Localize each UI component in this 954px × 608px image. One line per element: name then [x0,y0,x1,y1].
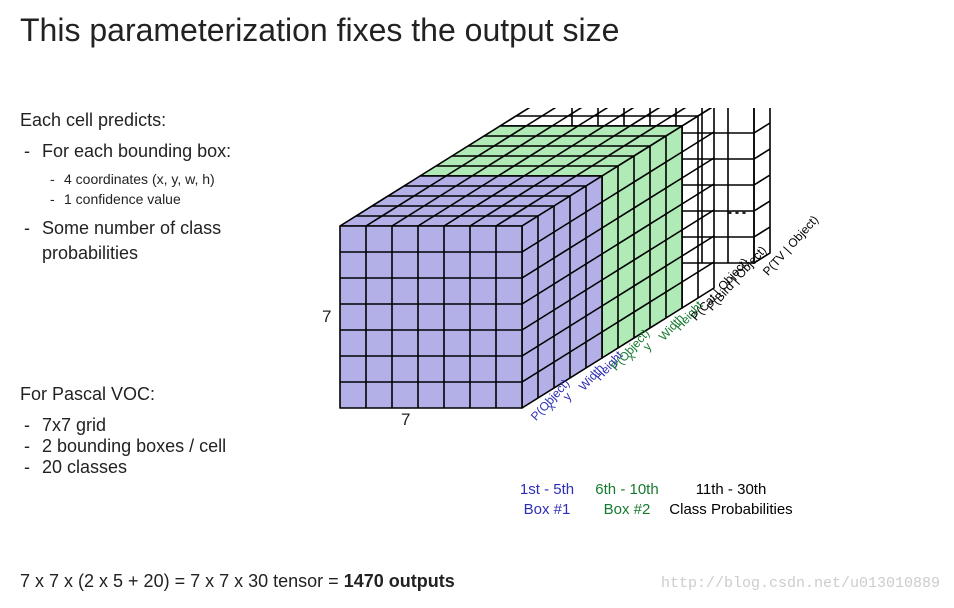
voc-heading: For Pascal VOC: [20,384,226,405]
bbox-sub-conf: 1 confidence value [64,190,320,210]
page-title: This parameterization fixes the output s… [0,0,954,49]
class-prob-label: 11th - 30thClass Probabilities [666,480,796,519]
watermark: http://blog.csdn.net/u013010889 [661,575,940,592]
left-column: Each cell predicts: For each bounding bo… [20,108,320,266]
bbox-sub-coords: 4 coordinates (x, y, w, h) [64,170,320,190]
formula-text: 7 x 7 x (2 x 5 + 20) = 7 x 7 x 30 tensor… [20,571,344,591]
axis-rows: 7 [322,307,331,327]
formula-bold: 1470 outputs [344,571,455,591]
predicts-heading: Each cell predicts: [20,108,320,133]
voc-section: For Pascal VOC: 7x7 grid 2 bounding boxe… [20,384,226,478]
voc-classes: 20 classes [42,457,226,478]
class-prob-item: Some number of class probabilities [42,216,320,266]
ellipsis: … [726,194,748,220]
axis-cols: 7 [401,410,410,430]
voc-bboxes: 2 bounding boxes / cell [42,436,226,457]
voc-grid: 7x7 grid [42,415,226,436]
bbox-item: For each bounding box: [42,139,320,164]
formula: 7 x 7 x (2 x 5 + 20) = 7 x 7 x 30 tensor… [20,571,455,592]
